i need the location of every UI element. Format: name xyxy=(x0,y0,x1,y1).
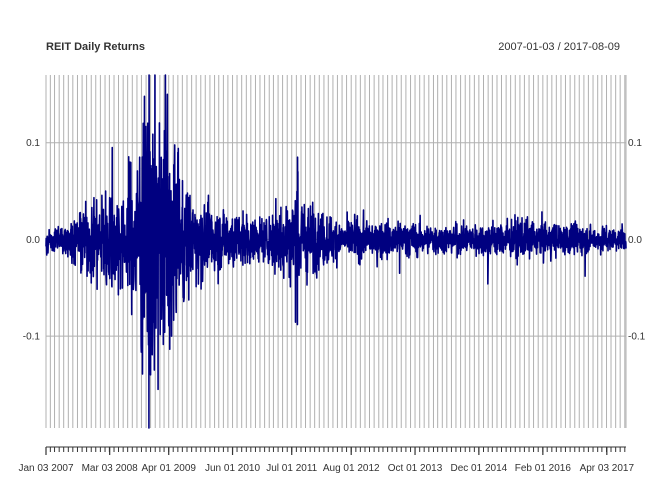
y-axis-left: 0.1 0.0 -0.1 xyxy=(23,138,41,342)
date-range-label: 2007-01-03 / 2017-08-09 xyxy=(498,41,620,53)
x-tick-label: Jan 03 2007 xyxy=(18,463,73,474)
x-tick-label: Jul 01 2011 xyxy=(266,463,317,474)
x-tick-label: Apr 01 2009 xyxy=(141,463,196,474)
y-tick-label-right: 0.1 xyxy=(628,138,642,149)
y-tick-label-right: 0.0 xyxy=(628,235,642,246)
x-tick-label: Mar 03 2008 xyxy=(82,463,139,474)
x-tick-label: Apr 03 2017 xyxy=(580,463,635,474)
x-tick-label: Dec 01 2014 xyxy=(451,463,508,474)
x-tick-label: Oct 01 2013 xyxy=(388,463,443,474)
y-tick-label-left: 0.1 xyxy=(26,138,40,149)
y-tick-label-left: -0.1 xyxy=(23,332,41,343)
chart-title: REIT Daily Returns xyxy=(46,41,145,53)
series-plot-area xyxy=(45,74,627,429)
x-tick-label: Feb 01 2016 xyxy=(515,463,572,474)
x-tick-label: Jun 01 2010 xyxy=(205,463,260,474)
series-line-reit xyxy=(45,74,627,429)
y-axis-right: 0.1 0.0 -0.1 xyxy=(628,138,646,342)
x-axis: Jan 03 2007 Mar 03 2008 Apr 01 2009 Jun 01 … xyxy=(18,446,635,474)
y-tick-label-left: 0.0 xyxy=(26,235,40,246)
x-tick-label: Aug 01 2012 xyxy=(323,463,380,474)
y-tick-label-right: -0.1 xyxy=(628,332,646,343)
